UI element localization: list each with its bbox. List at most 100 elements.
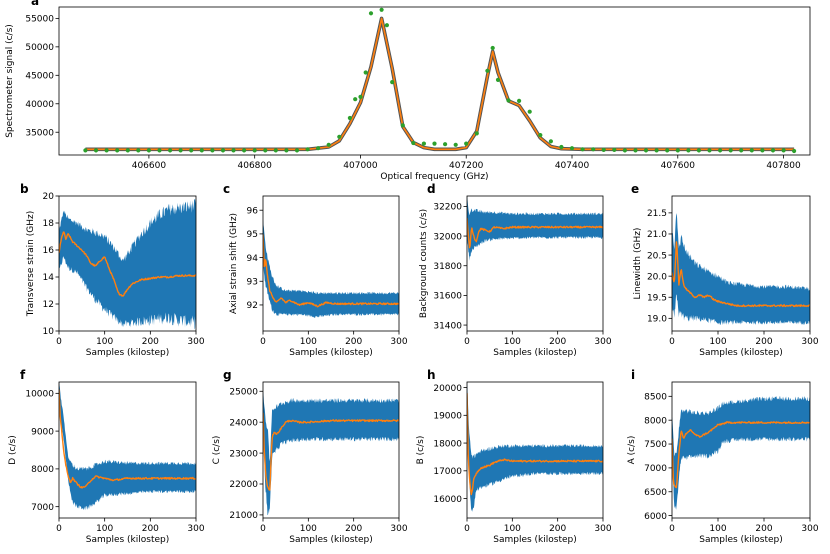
x-tick-label: 0	[669, 337, 675, 347]
plot-area-g	[263, 391, 399, 516]
y-tick-label: 31600	[433, 292, 462, 302]
data-point	[601, 147, 606, 152]
y-tick-label: 20	[43, 192, 55, 202]
data-point	[538, 133, 543, 138]
y-tick-label: 20.5	[647, 251, 667, 261]
x-axis-label: Optical frequency (GHz)	[380, 172, 488, 182]
y-tick-label: 93	[247, 277, 258, 287]
data-point	[696, 148, 702, 153]
y-tick-label: 19000	[433, 412, 462, 422]
data-point	[739, 148, 744, 153]
y-axis-label: Background counts (c/s)	[419, 209, 429, 318]
x-tick-label: 300	[594, 337, 611, 347]
y-tick-label: 16000	[433, 495, 462, 505]
x-tick-label: 100	[96, 524, 113, 534]
panel-label: e	[631, 182, 639, 196]
data-point	[125, 148, 130, 153]
data-point	[495, 77, 501, 82]
data-point	[178, 148, 183, 153]
mean-trace	[672, 421, 810, 489]
uncertainty-band	[672, 396, 810, 510]
data-point	[220, 148, 226, 153]
y-tick-label: 25000	[229, 387, 258, 397]
data-point	[168, 148, 173, 153]
data-point	[654, 148, 659, 153]
y-axis-label: C (c/s)	[212, 436, 222, 465]
x-axis-label: Samples (kilostep)	[86, 535, 170, 545]
chart-panel-i: 0 100 200 300 6000 6500 7000 7500 8000 8500 Sample…	[627, 368, 819, 545]
y-tick-label: 24000	[229, 418, 258, 428]
data-point	[305, 147, 310, 152]
x-tick-label: 300	[390, 524, 407, 534]
x-axis-label: Samples (kilostep)	[699, 348, 783, 358]
x-tick-label: 300	[801, 524, 818, 534]
x-tick-label: 0	[464, 337, 470, 347]
data-point	[284, 148, 289, 153]
y-tick-label: 7000	[644, 464, 667, 474]
data-point	[263, 148, 268, 153]
data-point	[622, 148, 628, 153]
y-tick-label: 32200	[433, 203, 462, 213]
data-point	[464, 141, 469, 146]
data-point	[337, 134, 342, 139]
uncertainty-band	[263, 391, 399, 516]
plot-area-b	[59, 198, 196, 330]
x-tick-label: 300	[187, 337, 204, 347]
y-axis-label: Transverse strain (GHz)	[26, 211, 36, 317]
y-tick-label: 9000	[31, 427, 54, 437]
y-axis-label: Spectrometer signal (c/s)	[5, 24, 15, 138]
y-tick-label: 31400	[433, 321, 462, 331]
x-tick-label: 407400	[555, 161, 590, 171]
y-tick-label: 8500	[644, 393, 667, 403]
plot-area-h	[467, 382, 603, 512]
data-point	[326, 142, 331, 147]
x-tick-label: 100	[709, 524, 726, 534]
chart-panel-g: 0 100 200 300 21000 22000 23000 24000 25000 Sampl…	[212, 368, 408, 545]
data-point	[358, 94, 363, 99]
panel-label: b	[20, 182, 29, 196]
chart-panel-a: 406600 406800 407000 407200 407400 407600 4078…	[5, 0, 811, 182]
y-tick-label: 94	[247, 254, 259, 264]
axes-frame	[671, 381, 811, 519]
data-point	[400, 123, 405, 128]
x-tick-label: 407200	[449, 161, 484, 171]
y-tick-label: 8000	[31, 465, 54, 475]
data-point	[707, 148, 712, 153]
y-tick-label: 6500	[644, 488, 667, 498]
y-tick-label: 96	[247, 206, 259, 216]
chart-panel-e: 0 100 200 300 19.0 19.5 20.0 20.5 21.0 21.5 Sample…	[631, 182, 819, 358]
data-point	[490, 45, 495, 51]
data-point	[83, 148, 88, 153]
y-axis-label: A (c/s)	[627, 436, 637, 465]
data-point	[384, 23, 389, 28]
data-point	[353, 97, 358, 102]
data-point	[633, 148, 638, 153]
x-tick-label: 406600	[132, 161, 167, 171]
mean-trace	[672, 241, 810, 308]
y-tick-label: 17000	[433, 467, 462, 477]
y-tick-label: 21.5	[647, 209, 667, 219]
y-tick-label: 21000	[229, 511, 258, 521]
data-point	[379, 7, 384, 12]
data-point	[591, 147, 596, 152]
chart-panel-c: 0 100 200 300 92 93 94 95 96 Samples (kilostep) Ax…	[223, 182, 408, 358]
y-tick-label: 7500	[644, 440, 667, 450]
data-point	[749, 148, 754, 153]
data-point	[273, 148, 278, 153]
data-point	[728, 148, 733, 153]
data-point	[231, 148, 236, 153]
data-point	[760, 148, 765, 153]
data-point	[453, 142, 458, 147]
x-tick-label: 407000	[343, 161, 378, 171]
data-point	[474, 131, 479, 136]
y-axis-label: Linewidth (GHz)	[633, 228, 643, 300]
data-point	[363, 70, 368, 75]
x-tick-label: 200	[549, 337, 566, 347]
mean-trace	[467, 393, 603, 496]
uncertainty-band	[467, 382, 603, 512]
data-point	[792, 148, 797, 154]
y-tick-label: 18000	[433, 439, 462, 449]
mean-trace	[263, 412, 399, 491]
data-point	[411, 140, 416, 146]
